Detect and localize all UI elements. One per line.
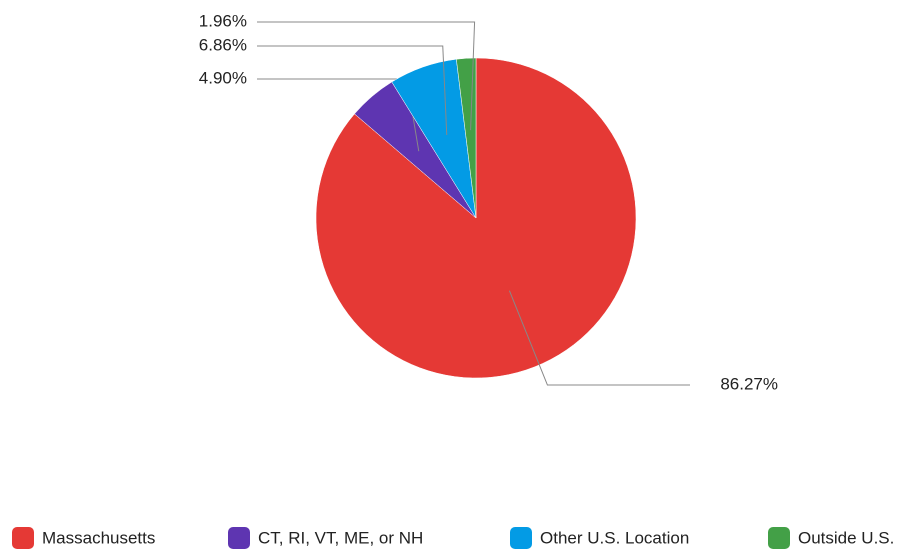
legend-label: Other U.S. Location xyxy=(540,528,689,547)
legend-label: Massachusetts xyxy=(42,528,155,547)
legend-label: Outside U.S. xyxy=(798,528,894,547)
legend-swatch xyxy=(768,527,790,549)
slice-label: 86.27% xyxy=(720,374,778,393)
pie-slice xyxy=(456,57,477,219)
slice-label: 4.90% xyxy=(199,68,247,87)
legend-swatch xyxy=(228,527,250,549)
legend-label: CT, RI, VT, ME, or NH xyxy=(258,528,423,547)
leader-line xyxy=(257,45,448,136)
slice-label: 6.86% xyxy=(199,35,247,54)
slice-label: 1.96% xyxy=(199,11,247,30)
leader-line xyxy=(508,290,690,386)
legend-swatch xyxy=(510,527,532,549)
leader-line xyxy=(257,21,476,131)
legend-swatch xyxy=(12,527,34,549)
